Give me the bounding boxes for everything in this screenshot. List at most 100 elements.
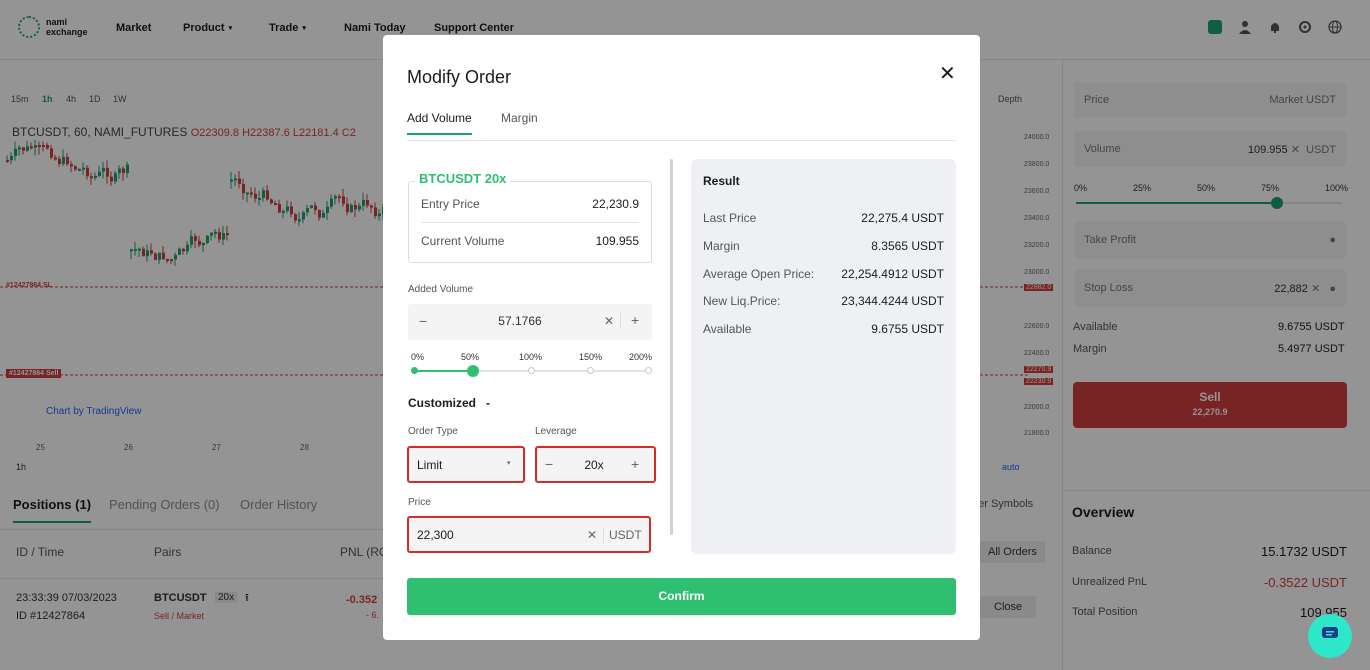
- nav-product-label: Product: [183, 22, 225, 34]
- balance-value: 15.1732 USDT: [1261, 544, 1347, 559]
- minus-icon[interactable]: −: [419, 313, 428, 329]
- nav-market-label: Market: [116, 22, 152, 34]
- confirm-button[interactable]: Confirm: [407, 578, 956, 615]
- added-volume-slider-knob[interactable]: [466, 365, 479, 377]
- nav-trade[interactable]: Trade ▾: [269, 22, 306, 34]
- candle: [38, 145, 41, 147]
- timeframe-1w[interactable]: 1W: [113, 94, 127, 104]
- entry-price-value: 22,230.9: [592, 197, 639, 211]
- plus-icon[interactable]: +: [631, 312, 640, 328]
- candle: [218, 231, 221, 240]
- x-label: 26: [124, 443, 133, 452]
- gear-icon[interactable]: [1298, 20, 1312, 34]
- other-symbols-toggle[interactable]: her Symbols: [972, 498, 1034, 510]
- slider-step-dot[interactable]: [587, 367, 594, 374]
- nav-nami-today[interactable]: Nami Today: [344, 22, 406, 34]
- wallet-icon[interactable]: [1208, 20, 1222, 34]
- pct-label: 25%: [1132, 183, 1151, 193]
- auto-scale-toggle[interactable]: auto: [1002, 462, 1020, 472]
- price-tick: 23800.0: [1024, 161, 1050, 168]
- price-value: Market: [1269, 94, 1303, 106]
- tradingview-credit[interactable]: Chart by TradingView: [46, 406, 142, 417]
- chat-button[interactable]: [1308, 614, 1352, 658]
- candle: [62, 156, 65, 165]
- tab-pending-orders[interactable]: Pending Orders (0): [109, 497, 220, 512]
- price-field[interactable]: Price Market USDT: [1074, 82, 1346, 118]
- candle: [270, 199, 273, 204]
- globe-icon[interactable]: [1328, 20, 1342, 34]
- take-profit-field[interactable]: Take Profit ●: [1074, 222, 1346, 258]
- candle: [322, 213, 325, 218]
- volume-pct-labels: 0% 25% 50% 75% 100%: [1074, 183, 1348, 193]
- order-type-select[interactable]: Limit ▾: [407, 446, 525, 483]
- result-avg-open-label: Average Open Price:: [703, 267, 815, 281]
- timeframe-15m[interactable]: 15m: [11, 94, 29, 104]
- result-avg-open-value: 22,254.4912 USDT: [841, 267, 944, 281]
- chart-ohlc: O22309.8 H22387.6 L22181.4 C2: [190, 127, 356, 139]
- candle: [82, 167, 85, 170]
- price-tick: 22400.0: [1024, 350, 1050, 357]
- stop-loss-field[interactable]: Stop Loss 22,882 ✕ ●: [1074, 270, 1346, 306]
- price-chart[interactable]: [0, 140, 1030, 440]
- chevron-down-icon: ▾: [507, 460, 511, 467]
- modal-tabs: [407, 107, 956, 141]
- share-icon[interactable]: ⭱: [245, 592, 249, 604]
- nav-product[interactable]: Product ▾: [183, 22, 232, 34]
- scrollbar[interactable]: [670, 159, 673, 535]
- tab-order-history[interactable]: Order History: [240, 497, 317, 512]
- candle: [198, 240, 201, 246]
- tab-positions[interactable]: Positions (1): [13, 497, 92, 523]
- clear-icon[interactable]: ✕: [587, 528, 598, 542]
- close-icon[interactable]: ✕: [939, 63, 956, 85]
- candle: [42, 145, 45, 147]
- candle: [250, 192, 253, 195]
- logo[interactable]: nami exchange: [18, 16, 88, 38]
- slider-step-dot[interactable]: [645, 367, 652, 374]
- depth-tab[interactable]: Depth: [998, 94, 1023, 104]
- slider-step-dot[interactable]: [411, 367, 418, 374]
- nav-market[interactable]: Market: [116, 22, 151, 34]
- column-header: ID / Time: [16, 545, 65, 559]
- balance-label: Balance: [1072, 545, 1112, 557]
- slider-step-dot[interactable]: [528, 367, 535, 374]
- nav-support-center[interactable]: Support Center: [434, 22, 514, 34]
- price-tick: 22270.9: [1024, 366, 1054, 373]
- all-orders-button[interactable]: All Orders: [980, 541, 1045, 563]
- timeframe-1h[interactable]: 1h: [42, 94, 53, 104]
- timeframe-1d[interactable]: 1D: [89, 94, 101, 104]
- volume-field[interactable]: Volume 109.955 ✕ USDT: [1074, 131, 1346, 167]
- customized-toggle[interactable]: Customized -: [408, 396, 490, 410]
- volume-slider-knob[interactable]: [1271, 197, 1283, 209]
- info-icon: ●: [1329, 234, 1336, 246]
- bell-icon[interactable]: [1268, 20, 1282, 34]
- close-all-button[interactable]: Close: [980, 596, 1037, 618]
- candle: [74, 166, 77, 170]
- clear-icon[interactable]: ✕: [604, 314, 615, 328]
- candle: [162, 252, 165, 260]
- position-time: 23:33:39 07/03/2023: [16, 592, 117, 604]
- leverage-input[interactable]: − 20x +: [535, 446, 656, 483]
- tab-margin[interactable]: Margin: [501, 111, 538, 125]
- candle: [10, 155, 13, 161]
- price-tick: 22600.0: [1024, 323, 1050, 330]
- timeframe-4h[interactable]: 4h: [66, 94, 77, 104]
- candle: [354, 204, 357, 210]
- user-icon[interactable]: [1238, 20, 1252, 34]
- candle: [18, 147, 21, 150]
- candle: [210, 232, 213, 236]
- sell-tag: #12427864 Sell: [6, 369, 62, 378]
- candle: [186, 244, 189, 252]
- candle: [114, 173, 117, 182]
- candle: [26, 146, 29, 151]
- candle: [142, 248, 145, 257]
- candle: [302, 212, 305, 220]
- tab-add-volume[interactable]: Add Volume: [407, 111, 472, 135]
- plus-icon[interactable]: +: [631, 456, 640, 472]
- candle: [242, 183, 245, 194]
- added-volume-input[interactable]: − 57.1766 ✕ +: [408, 304, 652, 340]
- minus-icon[interactable]: −: [545, 456, 554, 472]
- candle: [326, 206, 329, 214]
- leverage-value: 20x: [584, 458, 604, 472]
- limit-price-input[interactable]: 22,300 ✕ USDT: [407, 516, 651, 553]
- sell-button[interactable]: Sell 22,270.9: [1073, 382, 1347, 428]
